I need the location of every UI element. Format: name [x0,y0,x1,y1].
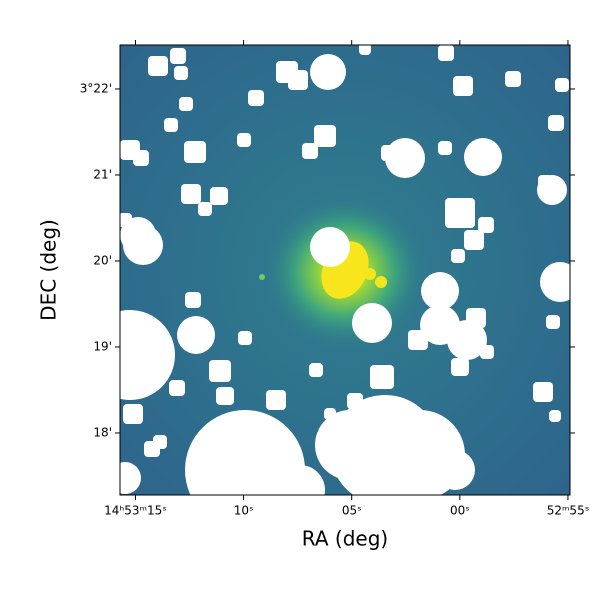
mask-square [548,115,564,131]
mask-circle [275,465,325,495]
mask-square [123,404,143,424]
mask-square [266,390,286,410]
mask-circle [540,262,570,302]
mask-square [381,145,397,161]
mask-square [248,90,264,106]
mask-square [210,187,228,205]
mask-square [533,382,553,402]
mask-square [169,380,185,396]
mask-square [120,213,132,227]
mask-square [546,315,560,329]
x-tick-label: 52ᵐ55ˢ [547,504,590,518]
mask-square [408,330,428,350]
mask-square [438,45,454,61]
mask-square [359,45,371,55]
mask-square [309,363,323,377]
y-tick-label: 21' [93,167,112,181]
mask-square [314,125,336,147]
x-tick-label: 00ˢ [450,504,470,518]
x-tick-label: 05ˢ [342,504,362,518]
mask-square [184,141,206,163]
mask-square [480,345,494,359]
mask-circle [435,450,475,490]
mask-square [170,48,186,64]
mask-square [438,141,452,155]
y-tick-label: 19' [93,339,112,353]
x-tick-label: 10ˢ [234,504,254,518]
mask-square [347,393,363,409]
mask-square [505,71,521,87]
mask-square [179,97,193,111]
mask-circle [352,303,392,343]
mask-circle [310,227,350,267]
mask-circle [185,410,305,495]
image [120,45,570,495]
mask-square [181,184,201,204]
mask-circle [447,320,487,360]
mask-square [549,410,561,422]
plot-frame [119,44,571,496]
mask-square [370,365,394,389]
mask-square [185,292,201,308]
mask-circle [421,272,459,310]
x-axis-label: RA (deg) [302,527,388,551]
mask-square [464,230,484,250]
x-tick-label: 14ʰ53ᵐ15ˢ [104,504,167,518]
mask-square [148,56,168,76]
mask-circle [315,410,385,480]
mask-square [302,143,318,159]
mask-square [288,70,308,90]
mask-circle [310,54,346,90]
mask-square [209,360,231,382]
mask-square [238,331,252,345]
y-tick-label: 3°22' [80,81,112,95]
mask-square [451,249,465,263]
mask-square [324,408,336,420]
mask-square [555,78,569,92]
y-axis-label: DEC (deg) [37,219,61,321]
mask-square [466,308,486,328]
mask-square [133,150,149,166]
mask-square [216,387,234,405]
y-tick-label: 18' [93,425,112,439]
mask-square [445,198,475,228]
mask-square [174,66,188,80]
mask-square [198,202,212,216]
mask-circle [464,138,502,176]
mask-circle [120,310,175,400]
mask-square [538,175,552,189]
mask-circle [120,462,141,494]
mask-square [237,133,251,147]
mask-square [453,76,473,96]
mask-square [451,358,469,376]
mask-circle [177,316,215,354]
mask-square [478,217,494,233]
mask-square [144,441,160,457]
mask-square [164,118,178,132]
y-tick-label: 20' [93,253,112,267]
